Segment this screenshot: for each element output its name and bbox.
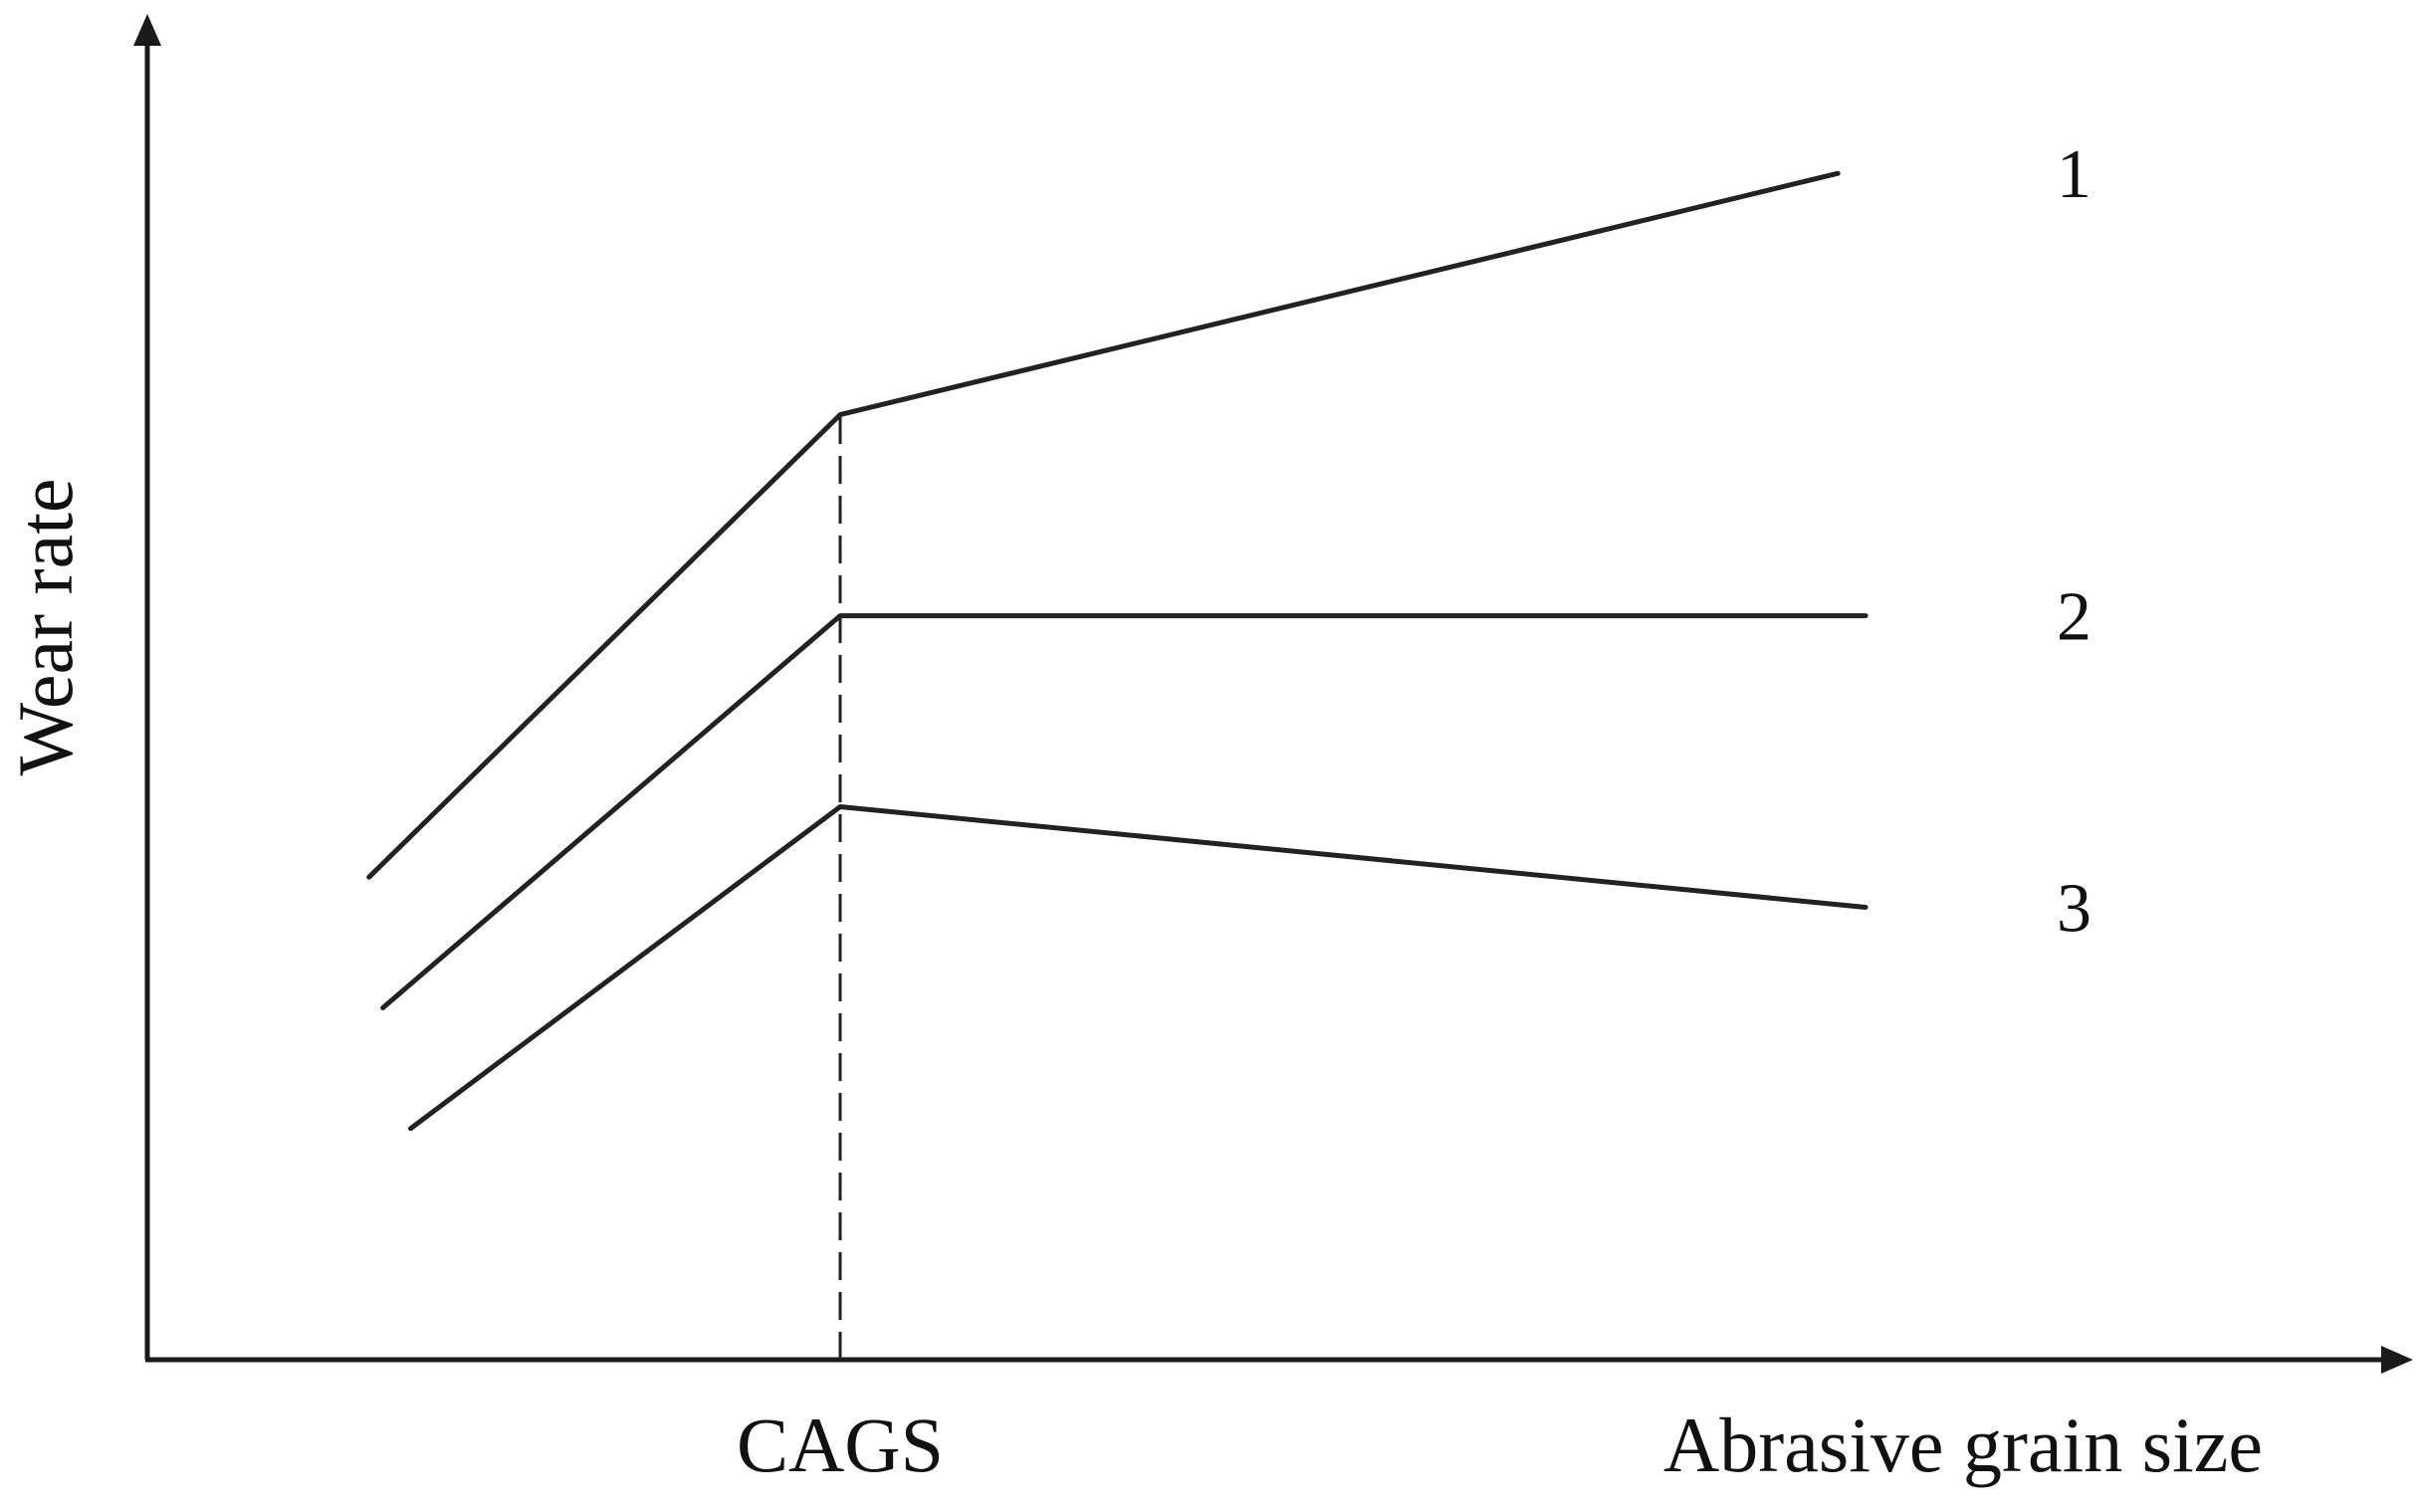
series-line-1 — [366, 170, 1841, 880]
y-axis-label: Wear rate — [2, 479, 89, 776]
x-axis-arrow-icon — [2381, 1346, 2413, 1374]
x-axis-label: Abrasive grain size — [1663, 1402, 2263, 1488]
series-group: 1 2 3 — [366, 136, 2091, 1132]
y-axis-arrow-icon — [133, 14, 161, 46]
series-label-2: 2 — [2057, 579, 2091, 656]
series-line-2 — [380, 613, 1868, 1010]
series-label-3: 3 — [2057, 871, 2091, 948]
series-line-3 — [408, 804, 1868, 1132]
x-tick-label-cags: CAGS — [737, 1402, 944, 1488]
series-label-1: 1 — [2057, 136, 2091, 213]
